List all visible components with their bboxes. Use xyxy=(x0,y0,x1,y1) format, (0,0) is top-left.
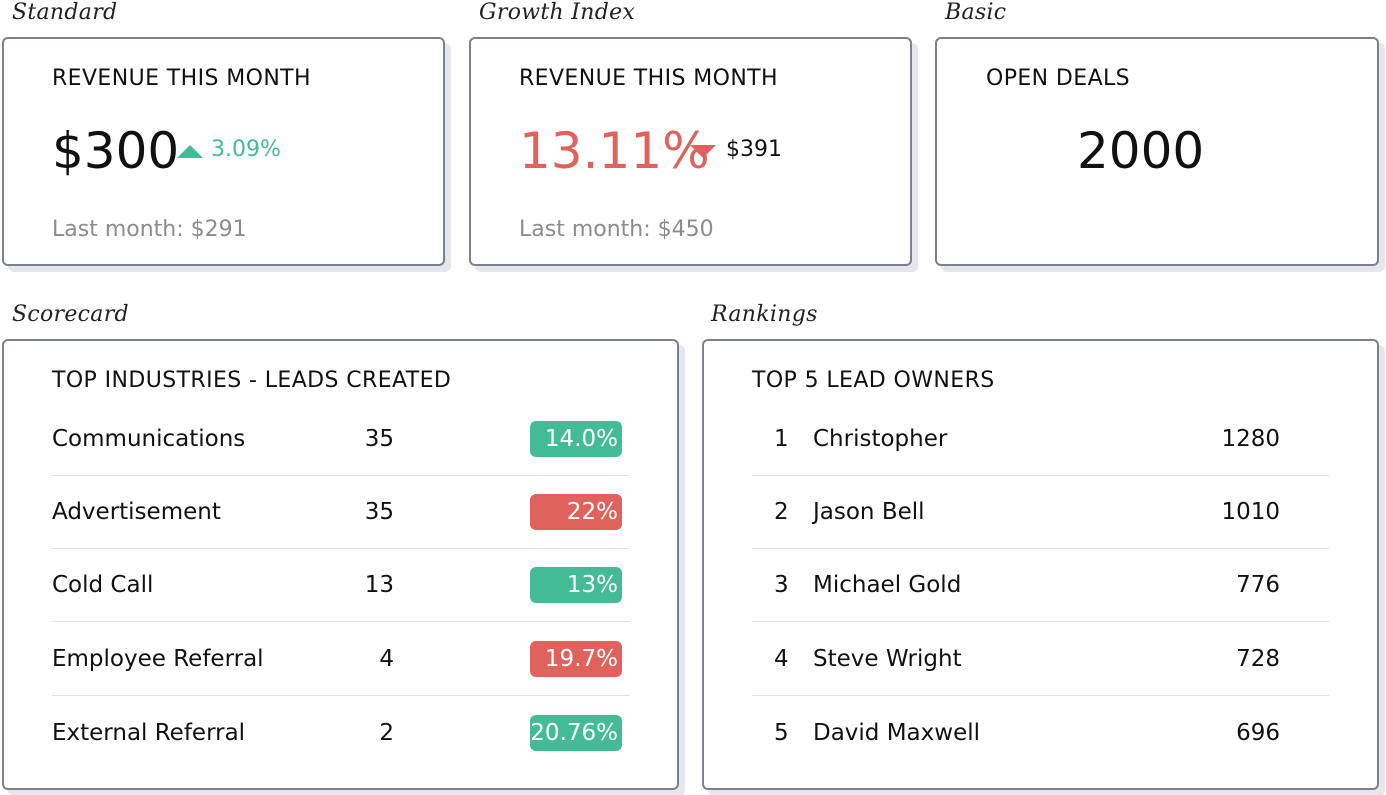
owner-name: Jason Bell xyxy=(813,499,925,525)
leads-count: 2 xyxy=(379,719,394,746)
industry-name: External Referral xyxy=(52,719,246,746)
basic-card-title: OPEN DEALS xyxy=(986,66,1131,91)
industry-name: Advertisement xyxy=(52,499,221,525)
standard-caption: Standard xyxy=(12,0,118,25)
leads-count: 35 xyxy=(364,426,394,452)
trend-up-icon xyxy=(177,145,203,158)
ranking-row: 2 Jason Bell 1010 xyxy=(752,476,1329,549)
pct-badge: 14.0% xyxy=(530,421,622,457)
scorecard-card: TOP INDUSTRIES - LEADS CREATED Communica… xyxy=(2,339,679,790)
ranking-row: 3 Michael Gold 776 xyxy=(752,549,1329,622)
industry-name: Employee Referral xyxy=(52,646,264,672)
rank-number: 3 xyxy=(774,572,789,598)
basic-kpi-card: OPEN DEALS 2000 xyxy=(935,37,1379,266)
scorecard-caption: Scorecard xyxy=(12,302,129,327)
pct-badge: 13% xyxy=(530,567,622,603)
growth-last-month: Last month: $450 xyxy=(519,217,714,242)
ranking-row: 5 David Maxwell 696 xyxy=(752,696,1329,769)
scorecard-row: Advertisement 35 22% xyxy=(52,476,630,549)
ranking-row: 4 Steve Wright 728 xyxy=(752,623,1329,696)
industry-name: Communications xyxy=(52,426,246,452)
owner-leads: 776 xyxy=(1236,572,1280,598)
ranking-row: 1 Christopher 1280 xyxy=(752,403,1329,476)
scorecard-row: External Referral 2 20.76% xyxy=(52,696,630,769)
standard-kpi-card: REVENUE THIS MONTH $300 3.09% Last month… xyxy=(2,37,445,266)
standard-revenue-value: $300 xyxy=(52,122,180,180)
pct-badge: 20.76% xyxy=(530,714,622,751)
scorecard-row: Cold Call 13 13% xyxy=(52,549,630,622)
scorecard-row: Employee Referral 4 19.7% xyxy=(52,623,630,696)
rankings-card: TOP 5 LEAD OWNERS 1 Christopher 1280 2 J… xyxy=(702,339,1379,790)
open-deals-value: 2000 xyxy=(1077,122,1205,180)
standard-last-month: Last month: $291 xyxy=(52,217,247,242)
owner-leads: 696 xyxy=(1236,719,1280,746)
rank-number: 4 xyxy=(774,646,789,672)
leads-count: 35 xyxy=(364,499,394,525)
pct-badge: 22% xyxy=(530,494,622,530)
growth-index-kpi-card: 13.11% REVENUE THIS MONTH $391 Last mont… xyxy=(469,37,912,266)
leads-count: 13 xyxy=(364,572,394,598)
growth-index-caption: Growth Index xyxy=(479,0,636,25)
pct-badge: 19.7% xyxy=(530,641,622,677)
standard-card-title: REVENUE THIS MONTH xyxy=(52,66,311,91)
rank-number: 1 xyxy=(774,426,789,452)
owner-name: Michael Gold xyxy=(813,572,962,598)
rankings-caption: Rankings xyxy=(711,302,818,327)
basic-caption: Basic xyxy=(945,0,1007,25)
growth-card-title: REVENUE THIS MONTH xyxy=(519,66,778,91)
leads-count: 4 xyxy=(379,646,394,672)
industry-name: Cold Call xyxy=(52,572,154,598)
owner-name: David Maxwell xyxy=(813,719,981,746)
owner-leads: 728 xyxy=(1236,646,1280,672)
rank-number: 5 xyxy=(774,719,789,746)
standard-delta: 3.09% xyxy=(211,137,281,162)
growth-index-value: 13.11% xyxy=(519,122,710,180)
scorecard-title: TOP INDUSTRIES - LEADS CREATED xyxy=(52,368,452,393)
owner-name: Christopher xyxy=(813,426,948,452)
owner-leads: 1280 xyxy=(1221,426,1280,452)
trend-down-icon xyxy=(690,145,716,158)
growth-delta: $391 xyxy=(726,137,782,162)
owner-leads: 1010 xyxy=(1221,499,1280,525)
scorecard-row: Communications 35 14.0% xyxy=(52,403,630,476)
rank-number: 2 xyxy=(774,499,789,525)
rankings-title: TOP 5 LEAD OWNERS xyxy=(752,368,995,393)
owner-name: Steve Wright xyxy=(813,646,962,672)
